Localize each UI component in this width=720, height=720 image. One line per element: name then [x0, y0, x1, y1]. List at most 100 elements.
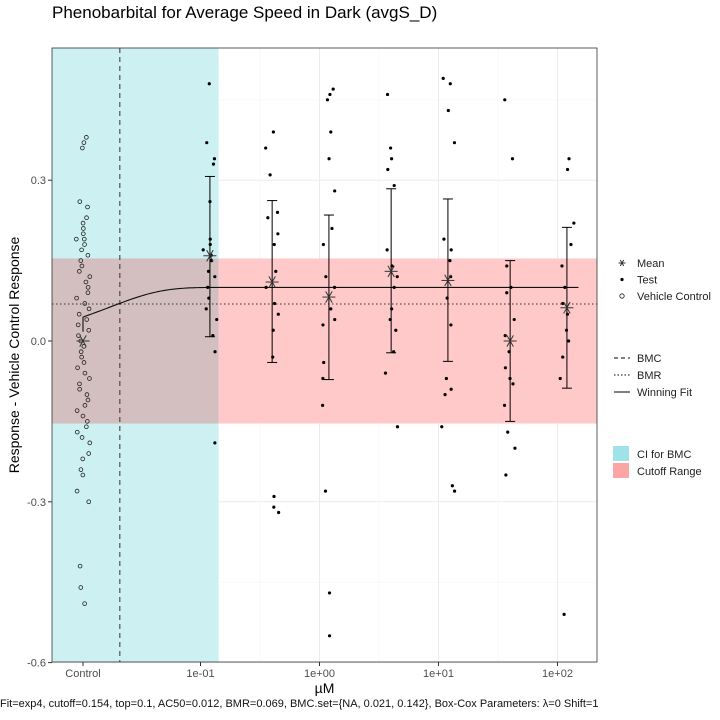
test-point: [201, 248, 205, 252]
test-point: [213, 275, 217, 279]
asterisk-stroke: [506, 335, 514, 347]
vehicle-control-point: [80, 220, 86, 226]
test-point: [389, 157, 394, 161]
vehicle-control-point: [73, 236, 79, 242]
test-point: [333, 189, 337, 193]
vehicle-control-point: [80, 472, 86, 478]
vehicle-control-point: [81, 226, 86, 231]
x-tick-label: 1e+01: [423, 668, 454, 680]
legend-key-test: [620, 277, 624, 282]
vehicle-control-point: [87, 376, 92, 381]
test-point: [503, 334, 507, 338]
vehicle-control-point: [85, 397, 91, 403]
test-point: [441, 76, 445, 80]
test-point: [562, 612, 566, 616]
test-point: [213, 350, 217, 354]
test-point: [325, 98, 330, 102]
asterisk-stroke: [325, 291, 333, 303]
x-axis-title: µM: [315, 680, 335, 696]
legend-key-mean: [618, 259, 626, 267]
mean-markers: [76, 249, 574, 347]
vehicle-control-point: [74, 295, 79, 301]
test-point: [563, 285, 567, 289]
test-point: [444, 376, 448, 381]
legend-label: BMC: [637, 353, 662, 365]
fit-curve-group: [82, 286, 579, 332]
x-tick-label: 1e+02: [542, 668, 573, 680]
mean-marker: [560, 301, 574, 314]
test-point: [388, 146, 393, 150]
mean-marker: [503, 335, 517, 347]
test-point: [328, 92, 332, 97]
asterisk-stroke: [79, 335, 87, 347]
test-point: [321, 403, 325, 407]
test-point: [395, 425, 400, 429]
plot-panel-border: [51, 47, 598, 663]
vehicle-control-point: [79, 354, 84, 360]
legend-label: Test: [637, 275, 657, 287]
test-point: [449, 387, 453, 391]
vehicle-control-point: [85, 204, 90, 210]
test-point: [446, 108, 450, 113]
vehicle-control-point: [82, 601, 87, 606]
x-tick-label: 1e+00: [304, 668, 335, 680]
legend-key-vehicle: [619, 293, 625, 299]
test-point: [513, 446, 517, 450]
test-point: [452, 141, 457, 145]
test-point: [275, 210, 280, 214]
y-axis: -0.6 -0.3 0.0 0.3: [27, 175, 52, 670]
mean-marker: [441, 274, 455, 287]
test-point: [321, 323, 325, 327]
vehicle-control-point: [84, 215, 89, 221]
test-point: [212, 157, 217, 161]
test-point: [565, 312, 570, 316]
x-tick-label: 1e-01: [186, 668, 214, 680]
test-point: [206, 285, 210, 289]
legend-label: CI for BMC: [637, 449, 691, 461]
test-point: [449, 323, 453, 327]
winning-fit-curve: [82, 286, 579, 332]
vehicle-control-point: [80, 145, 85, 151]
test-point: [503, 366, 508, 370]
test-point: [324, 275, 328, 279]
legend-key-band: [613, 446, 629, 461]
test-point: [323, 489, 328, 493]
test-point: [268, 173, 272, 177]
test-point: [394, 328, 398, 332]
x-tick-label: Control: [65, 668, 100, 680]
vehicle-control-point: [81, 140, 87, 145]
vehicle-control-point: [86, 327, 92, 333]
vehicle-control-point: [77, 386, 82, 392]
test-point: [272, 505, 276, 509]
asterisk-stroke: [268, 276, 276, 288]
test-point: [264, 285, 268, 289]
vehicle-control-point: [78, 258, 84, 263]
test-point: [205, 141, 209, 145]
test-point: [330, 226, 334, 231]
test-point: [511, 382, 515, 386]
vehicle-control-point: [75, 365, 80, 371]
test-point: [567, 157, 571, 161]
vehicle-control-point: [74, 488, 80, 494]
vehicle-control-point: [77, 381, 82, 387]
test-point: [567, 339, 571, 343]
test-point: [450, 484, 454, 488]
test-point: [385, 248, 389, 252]
test-point: [443, 393, 447, 397]
test-point: [206, 269, 211, 273]
test-point: [271, 130, 275, 134]
vehicle-control-point: [86, 499, 92, 505]
test-point: [505, 264, 509, 268]
vehicle-control-point: [77, 269, 82, 274]
test-point: [503, 98, 507, 102]
vehicle-control-point: [81, 231, 86, 237]
vehicle-control-point: [78, 585, 84, 590]
vehicle-control-point: [84, 424, 89, 430]
y-tick-label: -0.6: [27, 658, 46, 670]
test-point: [264, 146, 268, 150]
test-point: [505, 291, 509, 295]
vehicle-control-point: [82, 301, 88, 306]
test-point: [321, 376, 325, 381]
y-tick-label: 0.3: [31, 175, 46, 187]
